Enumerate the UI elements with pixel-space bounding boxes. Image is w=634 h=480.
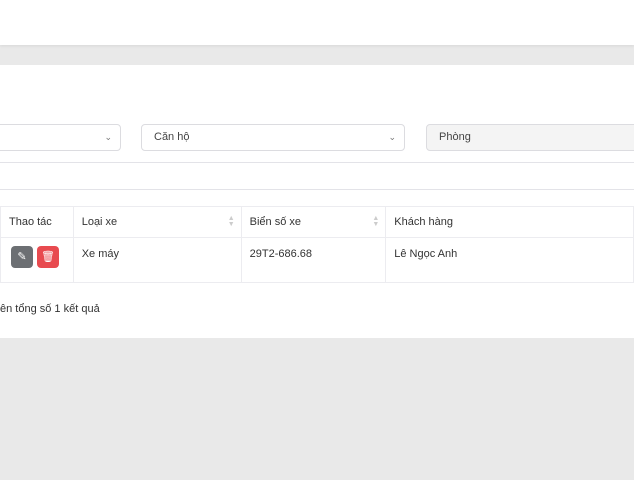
header-vehicle-type[interactable]: Loại xe ▲ ▼ (72, 206, 242, 238)
header-label: Biển số xe (249, 216, 302, 228)
header-actions: Thao tác (0, 206, 74, 238)
filter-select-1[interactable]: ⌄ (0, 124, 121, 151)
header-customer: Khách hàng (385, 206, 634, 238)
delete-button[interactable]: 🗑 (37, 246, 59, 268)
top-bar (0, 0, 634, 45)
chevron-down-icon: ⌄ (104, 132, 112, 142)
actions-cell: ✎ 🗑 (0, 237, 74, 283)
select-value: Phòng (439, 131, 471, 143)
divider (0, 189, 634, 190)
header-plate[interactable]: Biển số xe ▲ ▼ (240, 206, 387, 238)
vehicle-table: Thao tác Loại xe ▲ ▼ Biển số xe ▲ ▼ Khách hà… (0, 206, 634, 283)
trash-icon: 🗑 (41, 251, 55, 263)
sort-icon[interactable]: ▲ ▼ (227, 215, 235, 228)
customer-cell: Lê Ngọc Anh (385, 237, 634, 283)
table-row: ✎ 🗑 Xe máy 29T2-686.68 Lê Ngọc Anh (0, 237, 634, 283)
plate-cell: 29T2-686.68 (240, 237, 387, 283)
content-card: ⌄ Căn hộ ⌄ Phòng Thao tác Loại xe ▲ ▼ Biển … (0, 65, 634, 338)
select-value: Căn hộ (154, 131, 190, 143)
apartment-select[interactable]: Căn hộ ⌄ (141, 124, 405, 151)
divider (0, 162, 634, 163)
edit-button[interactable]: ✎ (11, 246, 33, 268)
result-count: ên tổng số 1 kết quả (0, 303, 100, 315)
room-select[interactable]: Phòng (426, 124, 634, 151)
vehicle-type-cell: Xe máy (72, 237, 242, 283)
header-label: Loại xe (81, 216, 118, 228)
edit-icon: ✎ (17, 251, 27, 263)
sort-icon[interactable]: ▲ ▼ (372, 215, 380, 228)
chevron-down-icon: ⌄ (388, 132, 396, 142)
table-header-row: Thao tác Loại xe ▲ ▼ Biển số xe ▲ ▼ Khách hà… (0, 206, 634, 238)
